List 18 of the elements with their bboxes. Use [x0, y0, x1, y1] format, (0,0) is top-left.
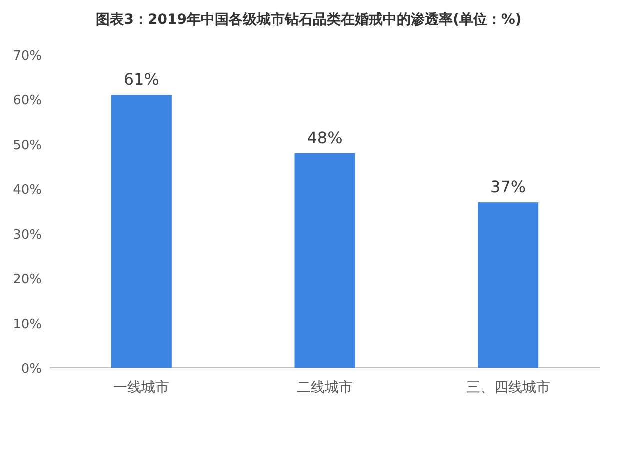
y-tick-label: 70%: [13, 49, 42, 64]
bar: [478, 202, 539, 368]
y-tick-label: 20%: [13, 272, 42, 288]
x-tick-label: 三、四线城市: [466, 380, 550, 396]
data-label: 37%: [490, 178, 526, 197]
y-tick-label: 50%: [13, 138, 42, 154]
y-tick-label: 30%: [13, 228, 42, 243]
bar: [111, 95, 172, 368]
x-tick-label: 一线城市: [114, 380, 170, 396]
y-tick-label: 0%: [21, 362, 42, 377]
y-tick-label: 10%: [13, 317, 42, 332]
y-tick-label: 40%: [13, 183, 42, 198]
chart-title: 图表3：2019年中国各级城市钻石品类在婚戒中的渗透率(单位：%): [96, 11, 522, 28]
y-tick-label: 60%: [13, 94, 42, 109]
bar: [294, 153, 356, 368]
data-label: 61%: [124, 70, 160, 90]
data-label: 48%: [307, 128, 343, 148]
x-tick-label: 二线城市: [297, 380, 353, 396]
